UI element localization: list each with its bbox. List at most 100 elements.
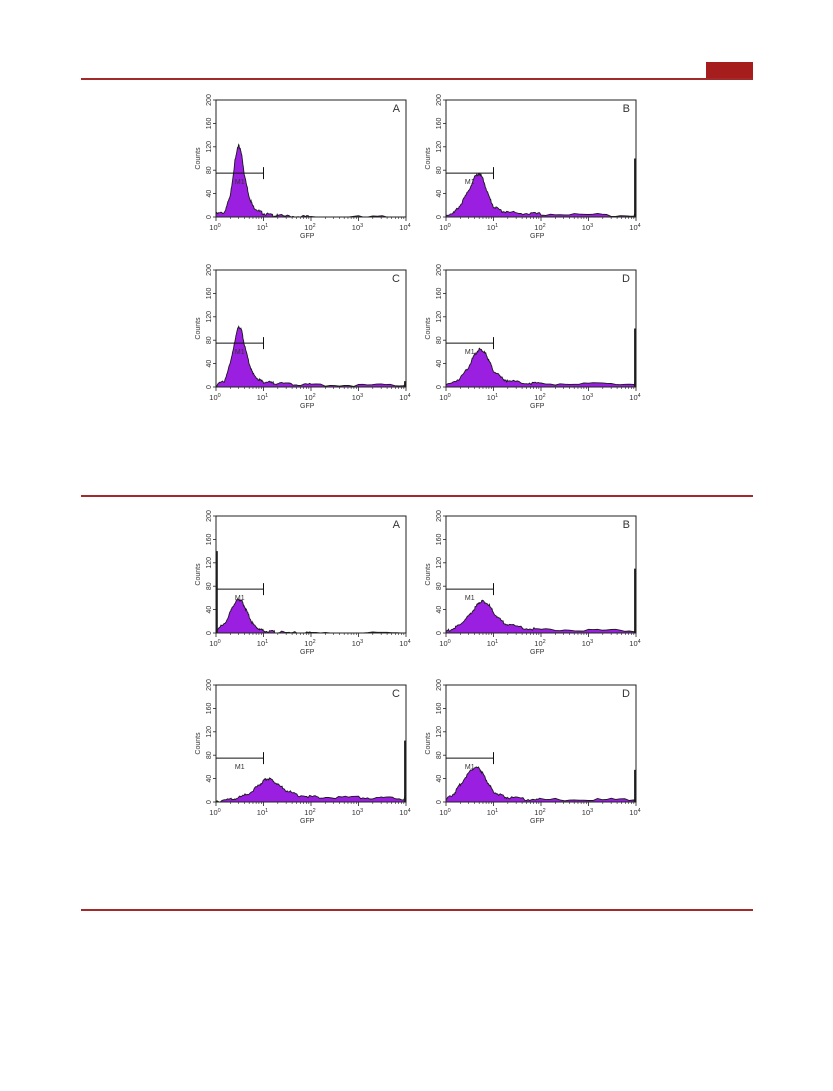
y-tick-label: 160 — [436, 287, 443, 299]
histogram-svg: M1 B 0 40 80 120 160 200 Counts 100 101 102 103 104 GF… — [425, 94, 641, 240]
y-tick-label: 80 — [206, 582, 213, 590]
y-tick-label: 0 — [206, 631, 213, 635]
y-tick-label: 80 — [436, 582, 443, 590]
y-tick-label: 120 — [436, 311, 443, 323]
x-tick-label: 104 — [399, 393, 410, 402]
x-axis-label: GFP — [530, 403, 545, 410]
histogram-panel-1C: M1 C 0 40 80 120 160 200 Counts 100 101 102 103 104 GF… — [190, 262, 420, 420]
y-tick-label: 120 — [206, 557, 213, 569]
y-tick-label: 0 — [436, 385, 443, 389]
plot-frame — [215, 684, 407, 803]
y-tick-label: 40 — [436, 190, 443, 198]
header-rule — [81, 78, 753, 80]
section-rule-1 — [81, 495, 753, 497]
y-tick-label: 40 — [206, 360, 213, 368]
y-tick-label: 40 — [436, 360, 443, 368]
x-axis-label: GFP — [300, 233, 315, 240]
histogram-panel-1A: M1 A 0 40 80 120 160 200 Counts 100 101 102 103 104 GF… — [190, 92, 420, 250]
histogram-svg: M1 B 0 40 80 120 160 200 Counts 100 101 102 103 104 GF… — [425, 510, 641, 656]
x-axis-label: GFP — [530, 818, 545, 825]
y-tick-label: 40 — [436, 606, 443, 614]
y-axis-label: Counts — [425, 147, 432, 170]
y-tick-label: 40 — [206, 775, 213, 783]
x-tick-label: 100 — [439, 223, 450, 232]
x-tick-label: 103 — [582, 639, 593, 648]
x-tick-label: 103 — [352, 639, 363, 648]
x-tick-label: 102 — [534, 639, 545, 648]
x-axis-label: GFP — [300, 818, 315, 825]
y-axis-label: Counts — [425, 317, 432, 340]
x-tick-label: 103 — [582, 808, 593, 817]
x-tick-label: 104 — [399, 639, 410, 648]
y-axis-label: Counts — [425, 732, 432, 755]
x-tick-label: 101 — [257, 223, 268, 232]
histogram-fill — [446, 766, 636, 802]
x-tick-label: 101 — [487, 223, 498, 232]
y-axis-label: Counts — [195, 732, 202, 755]
x-tick-label: 100 — [209, 393, 220, 402]
x-axis-label: GFP — [530, 649, 545, 656]
y-tick-label: 160 — [206, 702, 213, 714]
panel-label: B — [623, 103, 630, 115]
x-tick-label: 101 — [257, 393, 268, 402]
y-tick-label: 200 — [206, 510, 213, 522]
y-tick-label: 80 — [206, 751, 213, 759]
section-rule-2 — [81, 909, 753, 911]
y-tick-label: 200 — [206, 679, 213, 691]
x-tick-label: 101 — [487, 808, 498, 817]
x-tick-label: 102 — [304, 223, 315, 232]
y-tick-label: 0 — [206, 385, 213, 389]
histogram-svg: M1 A 0 40 80 120 160 200 Counts 100 101 102 103 104 GF… — [195, 510, 411, 656]
y-tick-label: 0 — [436, 215, 443, 219]
y-tick-label: 80 — [436, 336, 443, 344]
x-tick-label: 104 — [629, 393, 640, 402]
histogram-panel-2D: M1 D 0 40 80 120 160 200 Counts 100 101 102 103 104 GF… — [420, 677, 650, 835]
histogram-panel-1D: M1 D 0 40 80 120 160 200 Counts 100 101 102 103 104 GF… — [420, 262, 650, 420]
histogram-fill — [216, 326, 406, 387]
x-tick-label: 104 — [629, 639, 640, 648]
header-tab — [706, 62, 753, 78]
marker-label: M1 — [235, 179, 245, 186]
x-tick-label: 103 — [352, 393, 363, 402]
y-tick-label: 200 — [206, 94, 213, 106]
histogram-outline — [445, 172, 637, 218]
y-axis-label: Counts — [195, 147, 202, 170]
histogram-svg: M1 A 0 40 80 120 160 200 Counts 100 101 102 103 104 GF… — [195, 94, 411, 240]
x-tick-label: 104 — [399, 808, 410, 817]
y-tick-label: 200 — [206, 264, 213, 276]
x-tick-label: 100 — [209, 639, 220, 648]
marker-label: M1 — [235, 764, 245, 771]
y-tick-label: 0 — [206, 800, 213, 804]
x-tick-label: 102 — [534, 808, 545, 817]
panel-label: D — [622, 273, 630, 285]
y-tick-label: 160 — [206, 117, 213, 129]
y-axis-label: Counts — [195, 563, 202, 586]
x-tick-label: 102 — [304, 393, 315, 402]
y-tick-label: 40 — [206, 606, 213, 614]
y-tick-label: 160 — [436, 702, 443, 714]
histogram-fill — [216, 144, 406, 217]
y-tick-label: 160 — [206, 533, 213, 545]
y-tick-label: 200 — [436, 679, 443, 691]
marker-label: M1 — [235, 349, 245, 356]
x-tick-label: 101 — [487, 639, 498, 648]
marker-label: M1 — [465, 349, 475, 356]
x-tick-label: 100 — [209, 808, 220, 817]
histogram-svg: M1 D 0 40 80 120 160 200 Counts 100 101 102 103 104 GF… — [425, 679, 641, 825]
x-tick-label: 103 — [582, 223, 593, 232]
histogram-panel-2B: M1 B 0 40 80 120 160 200 Counts 100 101 102 103 104 GF… — [420, 508, 650, 666]
histogram-fill — [446, 348, 636, 387]
x-tick-label: 104 — [629, 223, 640, 232]
x-tick-label: 100 — [439, 393, 450, 402]
x-tick-label: 103 — [582, 393, 593, 402]
x-tick-label: 100 — [439, 808, 450, 817]
x-tick-label: 104 — [399, 223, 410, 232]
marker-label: M1 — [465, 595, 475, 602]
x-tick-label: 102 — [304, 808, 315, 817]
y-tick-label: 80 — [206, 166, 213, 174]
y-tick-label: 0 — [206, 215, 213, 219]
y-tick-label: 200 — [436, 94, 443, 106]
y-axis-label: Counts — [195, 317, 202, 340]
x-tick-label: 102 — [534, 223, 545, 232]
histogram-panel-1B: M1 B 0 40 80 120 160 200 Counts 100 101 102 103 104 GF… — [420, 92, 650, 250]
